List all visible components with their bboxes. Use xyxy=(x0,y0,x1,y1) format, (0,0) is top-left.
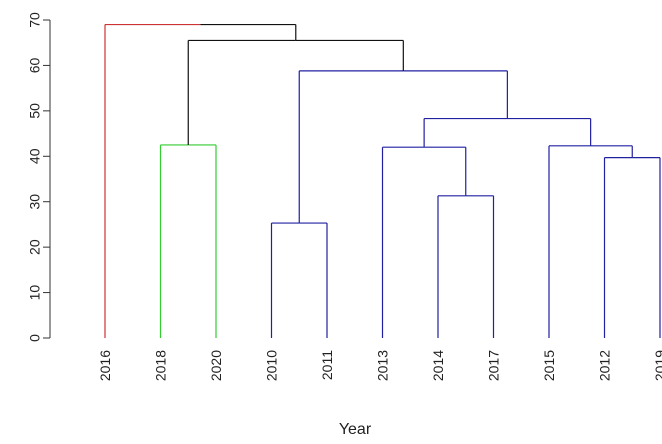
y-tick-label: 20 xyxy=(27,239,43,255)
leaf-label: 2017 xyxy=(486,350,502,381)
leaf-label: 2018 xyxy=(153,350,169,381)
y-tick-label: 30 xyxy=(27,194,43,210)
leaf-label: 2020 xyxy=(208,350,224,381)
y-tick-label: 60 xyxy=(27,57,43,73)
y-tick-label: 10 xyxy=(27,285,43,301)
dendrogram-links xyxy=(104,23,661,338)
leaf-label: 2016 xyxy=(97,350,113,381)
leaf-label: 2015 xyxy=(541,350,557,381)
x-axis-title: Year xyxy=(339,421,372,438)
leaf-labels: 2016 2018 2020 2010 2011 2013 2014 2017 2015 2012… xyxy=(97,350,662,381)
leaf-label: 2011 xyxy=(319,350,335,380)
leaf-label: 2013 xyxy=(375,350,391,381)
y-tick-label: 0 xyxy=(27,334,43,342)
y-tick-label: 40 xyxy=(27,148,43,164)
leaf-label: 2019 xyxy=(652,350,662,381)
y-tick-label: 50 xyxy=(27,103,43,119)
y-axis: 0 10 20 30 40 50 60 70 xyxy=(27,12,51,342)
leaf-label: 2014 xyxy=(430,350,446,381)
y-tick-label: 70 xyxy=(27,12,43,28)
leaf-label: 2010 xyxy=(264,350,280,381)
leaf-label: 2012 xyxy=(597,350,613,381)
